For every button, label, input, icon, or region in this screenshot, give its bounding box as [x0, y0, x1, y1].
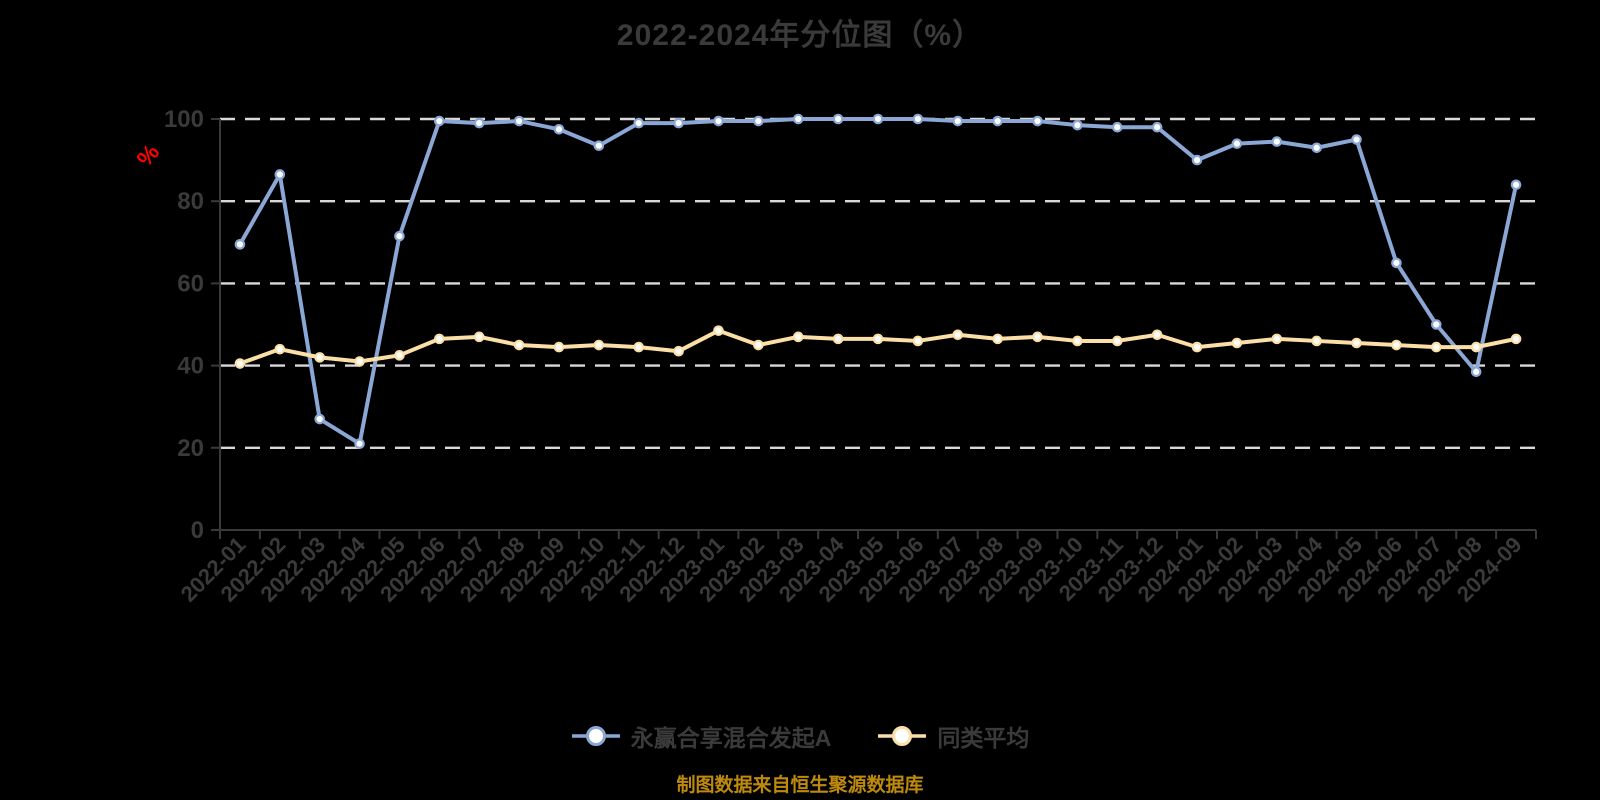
- fund-data-point: [434, 115, 445, 127]
- average-data-point: [1191, 341, 1203, 353]
- fund-data-point: [952, 115, 964, 127]
- average-data-point: [354, 356, 365, 367]
- fund-data-point: [593, 140, 605, 152]
- average-data-point: [1431, 341, 1442, 353]
- y-axis-label: 0: [191, 517, 204, 544]
- fund-data-point: [992, 115, 1003, 127]
- fund-data-point: [1151, 121, 1163, 133]
- fund-data-point: [1072, 119, 1083, 131]
- fund-data-point: [832, 113, 844, 125]
- legend-item-fund[interactable]: 永赢合享混合发起A: [571, 719, 832, 753]
- average-data-point: [952, 329, 964, 341]
- average-data-point: [1311, 335, 1322, 347]
- fund-data-point: [633, 117, 645, 129]
- fund-data-point: [1510, 179, 1522, 191]
- data-source-note: 制图数据来自恒生聚源数据库: [676, 775, 924, 796]
- average-data-point: [1151, 329, 1163, 341]
- average-legend-icon: [878, 726, 927, 746]
- average-data-point: [1271, 333, 1283, 345]
- average-data-point: [633, 341, 645, 353]
- average-data-point: [314, 352, 325, 363]
- fund-data-point: [872, 113, 884, 125]
- average-data-point: [673, 345, 684, 357]
- average-data-point: [992, 333, 1003, 345]
- y-axis-label: 80: [177, 188, 204, 215]
- legend-label-average: 同类平均: [937, 725, 1030, 751]
- y-axis-label: 100: [164, 106, 204, 133]
- average-data-point: [1072, 335, 1083, 347]
- fund-data-point: [553, 123, 565, 135]
- fund-data-point: [234, 239, 246, 250]
- average-data-point: [553, 341, 565, 353]
- average-data-point: [1351, 337, 1362, 349]
- fund-data-point: [1271, 136, 1283, 147]
- fund-data-point: [1431, 319, 1442, 330]
- average-data-point: [1032, 331, 1043, 343]
- y-axis-label: 20: [177, 435, 204, 462]
- legend-item-average[interactable]: 同类平均: [877, 719, 1029, 753]
- average-data-point: [1111, 335, 1123, 347]
- legend-label-fund: 永赢合享混合发起A: [630, 725, 832, 751]
- fund-data-point: [394, 230, 405, 242]
- average-data-point: [434, 333, 445, 345]
- average-data-point: [872, 333, 884, 345]
- fund-data-point: [1191, 154, 1203, 166]
- fund-data-point: [354, 438, 365, 449]
- average-data-point: [593, 339, 605, 351]
- y-axis-label: 40: [177, 353, 204, 380]
- fund-data-point: [1391, 257, 1402, 269]
- average-data-point: [473, 331, 485, 343]
- average-data-point: [912, 335, 924, 347]
- fund-data-point: [274, 169, 286, 180]
- fund-data-point: [1311, 142, 1322, 154]
- average-data-point: [274, 343, 286, 355]
- average-data-point: [394, 350, 405, 361]
- fund-legend-icon: [571, 726, 620, 746]
- fund-data-point: [513, 115, 525, 127]
- fund-data-point: [1351, 134, 1362, 145]
- average-data-point: [1231, 337, 1243, 349]
- average-data-point: [234, 358, 246, 369]
- average-data-point: [1510, 333, 1522, 345]
- fund-data-point: [673, 117, 684, 129]
- fund-data-point: [912, 113, 924, 125]
- average-data-point: [792, 331, 804, 343]
- percentile-chart[interactable]: 0204060801002022-012022-022022-032022-04…: [0, 0, 1600, 680]
- legend: 永赢合享混合发起A 同类平均: [0, 716, 1600, 756]
- average-data-point: [832, 333, 844, 345]
- fund-data-point: [792, 113, 804, 125]
- average-data-point: [713, 325, 724, 336]
- average-data-point: [1470, 341, 1482, 353]
- fund-data-point: [713, 115, 724, 127]
- fund-data-point: [1111, 121, 1123, 133]
- fund-data-point: [753, 115, 764, 127]
- fund-data-point: [1032, 115, 1043, 127]
- fund-data-point: [473, 117, 485, 129]
- average-data-point: [753, 339, 764, 351]
- average-data-point: [513, 339, 525, 351]
- fund-series-line: [237, 117, 1519, 446]
- fund-data-point: [314, 413, 325, 425]
- fund-data-point: [1470, 366, 1482, 378]
- fund-data-point: [1231, 138, 1243, 149]
- chart-title: 2022-2024年分位图（%）: [616, 19, 984, 52]
- y-axis-label: 60: [177, 270, 204, 297]
- average-data-point: [1391, 339, 1402, 351]
